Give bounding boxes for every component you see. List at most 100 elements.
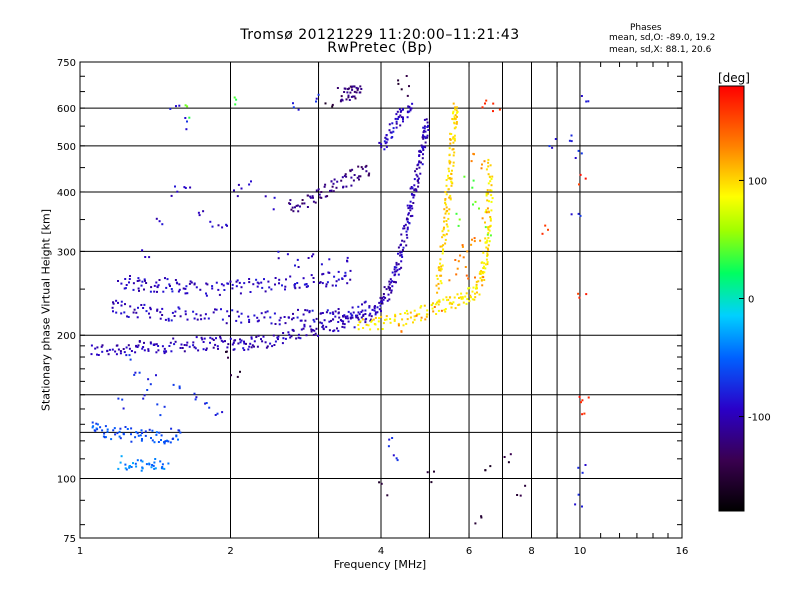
data-point — [176, 282, 179, 285]
data-point — [412, 202, 415, 204]
data-point — [376, 311, 379, 314]
data-point — [315, 97, 318, 100]
data-point — [168, 283, 171, 286]
data-point — [298, 286, 301, 289]
data-point — [147, 378, 150, 381]
data-point — [334, 315, 337, 318]
data-point — [172, 337, 175, 340]
data-point — [262, 335, 265, 338]
data-point — [222, 284, 225, 287]
data-point — [253, 345, 255, 348]
data-point — [269, 316, 272, 319]
data-point — [438, 299, 441, 302]
data-point — [360, 88, 363, 90]
data-point — [474, 276, 476, 279]
data-point — [292, 317, 295, 320]
data-point — [186, 341, 189, 344]
data-point — [326, 281, 329, 284]
data-point — [215, 308, 218, 311]
data-point — [578, 183, 580, 186]
data-point — [130, 427, 133, 430]
data-point — [391, 122, 394, 125]
data-point — [445, 296, 448, 299]
data-point — [364, 300, 367, 303]
data-point — [199, 314, 202, 317]
data-point — [317, 93, 320, 96]
data-point — [408, 204, 411, 207]
data-point — [444, 198, 447, 200]
data-point — [443, 309, 446, 311]
data-point — [386, 299, 389, 302]
data-point — [463, 175, 466, 178]
data-point — [248, 318, 251, 321]
data-point — [161, 314, 164, 316]
data-point — [185, 285, 188, 288]
data-point — [401, 318, 404, 321]
data-point — [127, 344, 130, 347]
data-point — [216, 345, 219, 348]
data-point — [450, 306, 453, 309]
data-point — [331, 185, 334, 188]
data-point — [123, 287, 126, 290]
data-point — [432, 310, 435, 313]
data-point — [447, 217, 450, 220]
data-point — [184, 187, 187, 189]
data-point — [400, 330, 403, 333]
data-point — [144, 256, 147, 258]
data-point — [399, 250, 402, 253]
data-point — [390, 291, 393, 294]
data-point — [153, 441, 156, 444]
data-point — [290, 208, 293, 211]
data-point — [422, 147, 424, 150]
data-point — [133, 373, 136, 376]
data-point — [444, 212, 447, 215]
data-point — [406, 318, 409, 321]
data-point — [453, 117, 456, 120]
data-point — [156, 309, 159, 312]
data-point — [143, 341, 145, 344]
data-point — [433, 470, 435, 473]
data-point — [426, 471, 429, 474]
data-point — [434, 303, 437, 306]
stats-x-mode: mean, sd,X: 88.1, 20.6 — [609, 45, 712, 55]
data-point — [284, 288, 286, 291]
data-point — [331, 284, 334, 287]
data-point — [417, 185, 420, 188]
data-point — [124, 303, 126, 306]
data-point — [115, 299, 118, 302]
data-point — [405, 309, 408, 312]
data-point — [295, 337, 298, 340]
data-point — [161, 463, 164, 466]
data-point — [399, 114, 402, 117]
data-point — [178, 283, 181, 286]
data-point — [248, 321, 251, 323]
data-point — [299, 337, 302, 340]
data-point — [193, 317, 196, 320]
data-point — [179, 431, 182, 434]
data-point — [485, 99, 488, 102]
data-point — [151, 439, 154, 442]
data-point — [251, 344, 254, 347]
data-point — [188, 345, 191, 348]
data-point — [301, 199, 304, 201]
data-point — [452, 110, 455, 113]
x-tick-label: 4 — [378, 546, 384, 557]
data-point — [149, 290, 152, 293]
data-point — [134, 462, 137, 465]
data-point — [367, 174, 370, 177]
data-point — [209, 220, 212, 223]
data-point — [317, 188, 320, 191]
data-point — [417, 163, 420, 166]
data-point — [360, 311, 363, 313]
data-point — [581, 413, 584, 416]
data-point — [318, 193, 321, 196]
data-point — [411, 102, 414, 105]
data-point — [353, 174, 356, 176]
data-point — [484, 226, 487, 229]
data-point — [321, 282, 324, 285]
data-point — [177, 429, 180, 432]
data-point — [458, 297, 460, 299]
data-point — [220, 308, 222, 311]
data-point — [405, 230, 408, 233]
data-point — [101, 350, 104, 353]
